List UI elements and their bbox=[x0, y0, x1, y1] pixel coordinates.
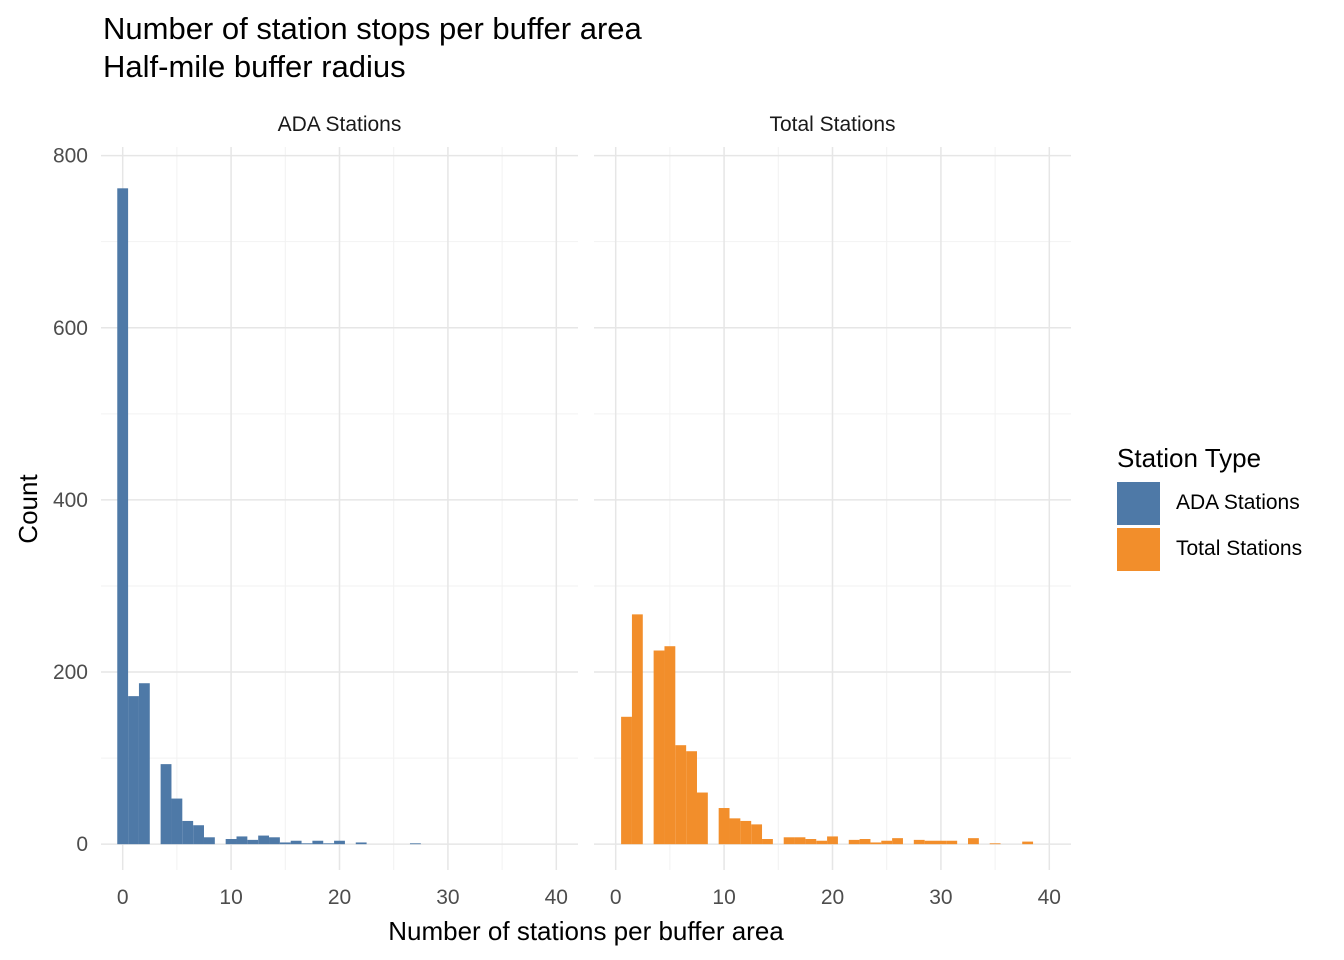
legend-item-ada-stations: ADA Stations bbox=[1117, 476, 1300, 525]
histogram-bar bbox=[816, 840, 828, 845]
histogram-bar bbox=[783, 837, 795, 845]
facet-label-ada-stations: ADA Stations bbox=[278, 113, 402, 136]
x-tick-label: 10 bbox=[219, 886, 242, 909]
y-tick-label: 200 bbox=[53, 661, 88, 684]
histogram-bar bbox=[160, 764, 172, 845]
x-tick-label: 30 bbox=[436, 886, 459, 909]
histogram-bar bbox=[664, 646, 676, 845]
x-tick-label: 20 bbox=[328, 886, 351, 909]
histogram-bar bbox=[182, 820, 194, 845]
y-tick-label: 400 bbox=[53, 489, 88, 512]
x-tick-label: 40 bbox=[545, 886, 568, 909]
histogram-bar bbox=[751, 824, 763, 845]
histogram-bar bbox=[827, 836, 838, 845]
histogram-bar bbox=[236, 836, 248, 845]
histogram-bar bbox=[675, 745, 687, 845]
facet-panel-1: Total Stations 0 10 20 30 40 bbox=[594, 113, 1071, 909]
histogram-bar bbox=[355, 842, 367, 845]
histogram-bar bbox=[870, 842, 882, 845]
histogram-bar bbox=[718, 808, 730, 845]
histogram-bar bbox=[892, 838, 903, 845]
x-tick-label: 40 bbox=[1038, 886, 1061, 909]
histogram-bar bbox=[258, 835, 270, 845]
legend-item-total-stations: Total Stations bbox=[1117, 522, 1302, 571]
y-axis-label: Count bbox=[13, 474, 43, 544]
histogram-bar bbox=[848, 839, 860, 845]
histogram-bar bbox=[312, 840, 324, 845]
histogram-bar bbox=[762, 839, 773, 845]
histogram-bar bbox=[946, 840, 958, 845]
histogram-bar bbox=[631, 614, 643, 845]
histogram-bar bbox=[913, 839, 925, 845]
histogram-bar bbox=[881, 840, 893, 845]
y-tick-label: 0 bbox=[76, 833, 88, 856]
chart-title: Number of station stops per buffer area bbox=[103, 11, 642, 46]
x-tick-label: 0 bbox=[117, 886, 129, 909]
x-tick-label: 30 bbox=[929, 886, 952, 909]
x-tick-label: 0 bbox=[610, 886, 622, 909]
x-tick-label: 20 bbox=[821, 886, 844, 909]
legend-label-total-stations: Total Stations bbox=[1176, 537, 1303, 560]
legend: Station Type ADA Stations Total Stations bbox=[1117, 440, 1302, 571]
histogram-bar bbox=[653, 650, 665, 845]
legend-title: Station Type bbox=[1117, 443, 1262, 473]
y-tick-label: 800 bbox=[53, 145, 88, 168]
histogram-bar bbox=[269, 837, 280, 845]
histogram-bar bbox=[171, 798, 183, 845]
histogram-bar bbox=[334, 840, 345, 845]
histogram-bar bbox=[301, 843, 313, 845]
histogram-bar bbox=[740, 820, 752, 845]
legend-label-ada-stations: ADA Stations bbox=[1176, 491, 1300, 514]
histogram-bar bbox=[247, 839, 259, 845]
histogram-bar bbox=[225, 839, 237, 845]
histogram-bar bbox=[859, 839, 871, 845]
legend-key-total-stations bbox=[1117, 528, 1160, 571]
histogram-bar bbox=[935, 840, 947, 845]
histogram-bar bbox=[686, 751, 697, 845]
histogram-bar bbox=[409, 843, 421, 845]
histogram-bar bbox=[117, 188, 129, 845]
facet-label-total-stations: Total Stations bbox=[769, 113, 895, 136]
histogram-bar bbox=[621, 716, 632, 845]
histogram-bar bbox=[696, 792, 708, 845]
histogram-bar bbox=[323, 843, 335, 845]
histogram-bar bbox=[989, 843, 1001, 845]
histogram-bar bbox=[138, 683, 150, 845]
histogram-bar bbox=[794, 837, 806, 845]
legend-key-ada-stations bbox=[1117, 482, 1160, 525]
histogram-bar bbox=[128, 696, 139, 845]
histogram-bar bbox=[729, 818, 741, 845]
histogram-bar bbox=[805, 839, 817, 845]
histogram-bar bbox=[290, 840, 302, 845]
histogram-bar bbox=[193, 825, 204, 845]
histogram-bar bbox=[1022, 841, 1034, 845]
x-tick-label: 10 bbox=[712, 886, 735, 909]
histogram-bar bbox=[203, 837, 215, 845]
histogram-bar bbox=[279, 842, 291, 845]
y-tick-label: 600 bbox=[53, 317, 88, 340]
x-axis-label: Number of stations per buffer area bbox=[388, 916, 784, 946]
histogram-bar bbox=[924, 840, 936, 845]
chart-subtitle: Half-mile buffer radius bbox=[103, 49, 406, 84]
histogram-bar bbox=[968, 838, 979, 845]
